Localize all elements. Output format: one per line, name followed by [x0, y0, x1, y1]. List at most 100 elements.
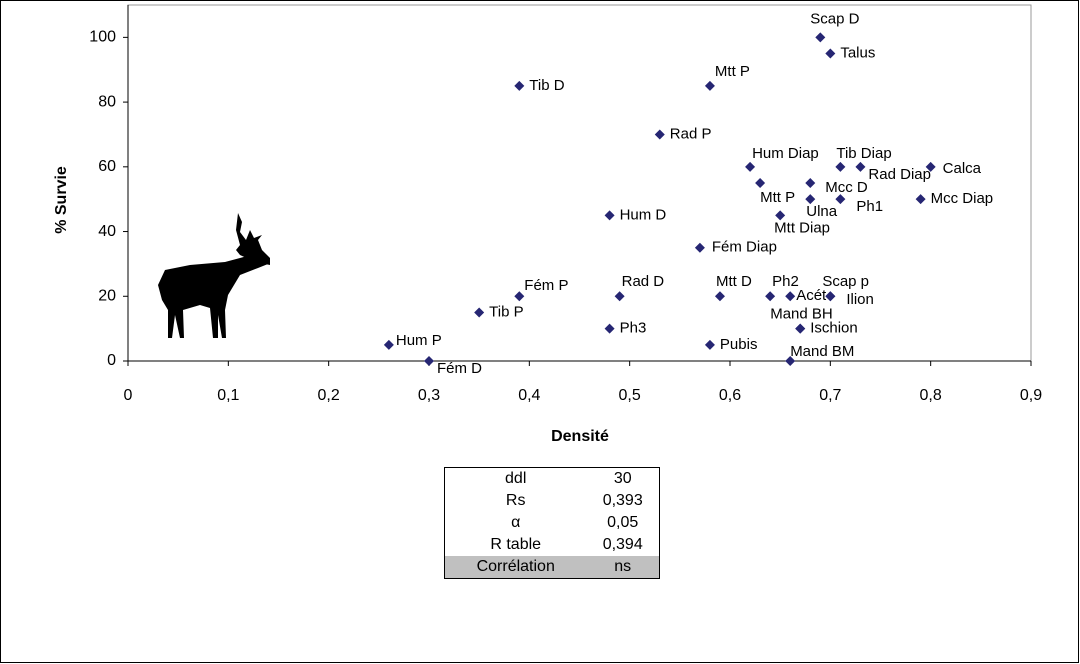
point [383, 339, 394, 350]
y-tick-label: 20 [98, 287, 116, 304]
point [815, 32, 826, 43]
point-label: Acét [796, 287, 827, 304]
point [745, 161, 756, 172]
point-label: Mcc D [825, 179, 868, 196]
point [604, 323, 615, 334]
table-row: α 0,05 [445, 512, 660, 534]
y-tick-label: 80 [98, 93, 116, 110]
point-label: Hum P [396, 332, 442, 349]
point-label: Ph3 [620, 320, 647, 337]
point-label: Ilion [846, 291, 874, 308]
point-label: Mand BM [790, 343, 854, 360]
table-cell: 30 [613, 470, 632, 487]
point [514, 80, 525, 91]
point-label: Mtt P [760, 189, 795, 206]
point [805, 194, 816, 205]
point [775, 210, 786, 221]
point [925, 161, 936, 172]
point-label: Ulna [806, 203, 838, 220]
point [714, 291, 725, 302]
reindeer-icon [158, 213, 270, 338]
point-label: Ph1 [856, 198, 883, 215]
table-cell: 0,05 [607, 514, 639, 531]
point [514, 291, 525, 302]
table-cell: 0,394 [602, 536, 643, 553]
point-label: Tib Diap [836, 145, 891, 162]
point-label: Calca [943, 160, 982, 177]
point [765, 291, 776, 302]
point-label: Pubis [720, 336, 758, 353]
point-label: Ischion [810, 320, 858, 337]
point [835, 194, 846, 205]
point [614, 291, 625, 302]
x-axis-title: Densité [551, 428, 609, 445]
point-label: Rad P [670, 125, 712, 142]
point-label: Tib P [489, 303, 523, 320]
point [805, 178, 816, 188]
x-tick-label: 0,1 [217, 387, 239, 404]
x-tick-label: 0 [124, 387, 133, 404]
point-label: Rad Diap [868, 166, 931, 183]
point-label: Mtt Diap [774, 219, 830, 236]
point [654, 129, 665, 140]
point-label: Fém P [524, 277, 568, 294]
table-row: Rs 0,393 [445, 490, 660, 512]
point-label: Tib D [529, 77, 564, 94]
table-row: ddl 30 [445, 468, 660, 491]
point-label: Mtt P [715, 63, 750, 80]
table-cell: ddl [505, 470, 527, 487]
point-label: Talus [840, 45, 875, 62]
point-label: Mand BH [770, 306, 833, 323]
x-tick-label: 0,3 [418, 387, 440, 404]
table-cell: Rs [505, 492, 526, 509]
stats-table: ddl 30 Rs 0,393 α 0,05 R table 0,394 Corrélation… [444, 467, 660, 579]
x-tick-label: 0,9 [1020, 387, 1042, 404]
point-label: Scap p [822, 273, 869, 290]
table-cell: Corrélation [444, 556, 587, 579]
point [825, 291, 836, 302]
x-tick-label: 0,8 [920, 387, 942, 404]
y-tick-label: 0 [107, 352, 116, 369]
point [704, 339, 715, 350]
point-label: Hum Diap [752, 145, 819, 162]
point [915, 194, 926, 205]
x-tick-label: 0,5 [619, 387, 641, 404]
x-tick-label: 0,4 [518, 387, 540, 404]
point [604, 210, 615, 221]
point [835, 161, 846, 172]
point [704, 80, 715, 91]
point [825, 48, 836, 59]
point-label: Ph2 [772, 273, 799, 290]
table-row: Corrélation ns [444, 556, 660, 579]
point [795, 323, 806, 334]
table-cell: α [511, 514, 521, 531]
point [785, 291, 796, 302]
point [755, 178, 766, 188]
point [694, 242, 705, 253]
point-label: Mcc Diap [931, 190, 994, 207]
x-tick-label: 0,7 [819, 387, 841, 404]
plot-area [127, 4, 1032, 362]
point [474, 307, 485, 318]
point-label: Scap D [810, 10, 859, 27]
y-tick-label: 100 [89, 29, 116, 46]
point [855, 161, 866, 172]
point-label: Mtt D [716, 273, 752, 290]
point-label: Hum D [620, 206, 667, 223]
y-tick-label: 60 [98, 158, 116, 175]
x-tick-label: 0,2 [318, 387, 340, 404]
point [424, 356, 434, 366]
table-cell: 0,393 [602, 492, 643, 509]
point [785, 356, 796, 366]
y-tick-label: 40 [98, 223, 116, 240]
point-label: Fém Diap [712, 239, 777, 256]
table-cell: R table [490, 536, 542, 553]
table-row: R table 0,394 [445, 534, 660, 556]
point-label: Fém D [437, 360, 482, 377]
x-tick-label: 0,6 [719, 387, 741, 404]
point-label: Rad D [622, 273, 665, 290]
table-cell: ns [586, 556, 660, 579]
